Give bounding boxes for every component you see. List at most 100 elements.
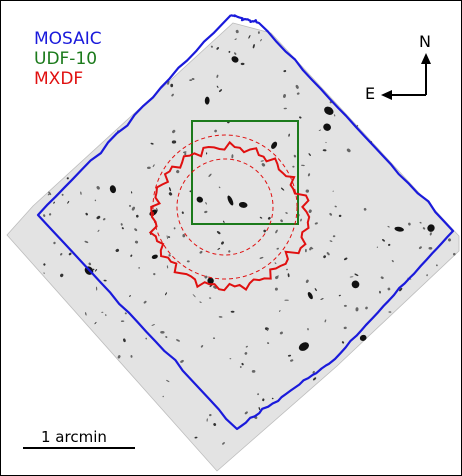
galaxy	[222, 442, 225, 445]
galaxy	[216, 231, 221, 235]
galaxy	[199, 251, 203, 254]
galaxy	[263, 229, 267, 233]
galaxy	[343, 257, 348, 261]
galaxy	[217, 247, 221, 250]
galaxy	[143, 300, 147, 304]
galaxy	[101, 311, 104, 313]
galaxy	[234, 38, 237, 40]
legend-mosaic: MOSAIC	[34, 29, 102, 49]
galaxy	[283, 94, 286, 98]
legend-udf10: UDF-10	[34, 49, 98, 69]
galaxy	[318, 129, 322, 131]
galaxy	[267, 342, 270, 345]
galaxy	[94, 199, 97, 202]
galaxy	[131, 206, 135, 211]
galaxy	[66, 177, 69, 180]
galaxy	[387, 225, 390, 228]
galaxy	[257, 393, 260, 396]
galaxy	[129, 295, 131, 297]
galaxy	[418, 246, 422, 250]
galaxy	[286, 268, 288, 271]
galaxy	[300, 218, 302, 222]
galaxy	[244, 352, 248, 355]
galaxy	[329, 212, 333, 216]
galaxy	[88, 262, 92, 266]
galaxy	[322, 149, 327, 152]
galaxy	[166, 265, 169, 269]
galaxy	[230, 310, 235, 313]
galaxy	[287, 273, 290, 278]
galaxy	[134, 228, 138, 232]
galaxy	[151, 324, 155, 326]
galaxy	[208, 173, 212, 177]
galaxy	[231, 56, 239, 63]
galaxy	[283, 107, 287, 110]
galaxy	[343, 304, 347, 307]
galaxy	[341, 341, 345, 344]
galaxy	[204, 96, 210, 105]
galaxy	[399, 287, 403, 292]
galaxy	[231, 154, 234, 159]
galaxy	[244, 411, 248, 415]
galaxy	[168, 254, 171, 257]
galaxy	[212, 337, 216, 340]
exposure-footprint	[6, 22, 460, 472]
galaxy	[283, 70, 287, 73]
galaxy	[332, 235, 336, 238]
galaxy	[435, 264, 438, 267]
galaxy	[238, 201, 248, 208]
galaxy	[135, 214, 139, 218]
galaxy	[85, 212, 88, 216]
galaxy	[307, 292, 313, 300]
galaxy	[338, 214, 342, 218]
galaxy	[239, 366, 242, 368]
galaxy	[67, 200, 70, 204]
galaxy	[120, 320, 125, 323]
east-arrow-head	[381, 90, 392, 100]
galaxy	[380, 276, 384, 279]
galaxy	[320, 298, 324, 300]
galaxy	[271, 397, 274, 400]
galaxy	[298, 342, 309, 351]
galaxy	[109, 185, 116, 194]
galaxy	[338, 294, 341, 297]
galaxy	[376, 246, 379, 248]
galaxy	[165, 336, 168, 338]
galaxy	[287, 354, 292, 357]
galaxy	[105, 314, 107, 317]
galaxy	[128, 204, 131, 207]
galaxy	[274, 262, 277, 265]
galaxy	[151, 254, 158, 260]
galaxy	[115, 248, 120, 252]
mxdf-inner-circle	[176, 158, 274, 256]
galaxy	[379, 290, 381, 294]
galaxy	[153, 272, 156, 276]
galaxy	[259, 256, 264, 259]
galaxy	[391, 260, 394, 263]
galaxy	[209, 413, 212, 417]
galaxy	[387, 287, 391, 291]
galaxy	[156, 207, 158, 212]
galaxy	[189, 79, 193, 81]
galaxy	[419, 221, 422, 224]
legend-mxdf: MXDF	[34, 69, 84, 89]
galaxy	[166, 235, 168, 240]
galaxy	[204, 275, 208, 279]
galaxy	[95, 286, 98, 291]
galaxy	[314, 222, 318, 225]
compass-north-label: N	[419, 32, 431, 51]
galaxy	[346, 148, 351, 153]
galaxy	[199, 301, 202, 303]
galaxy	[208, 297, 212, 299]
galaxy	[288, 133, 290, 137]
galaxy	[259, 216, 263, 219]
galaxy	[332, 190, 334, 192]
galaxy	[305, 279, 309, 283]
galaxy	[204, 210, 208, 214]
galaxy	[290, 359, 294, 362]
galaxy	[326, 252, 330, 256]
mxdf-outline	[148, 140, 311, 292]
galaxy	[313, 377, 317, 381]
galaxy	[103, 279, 107, 282]
